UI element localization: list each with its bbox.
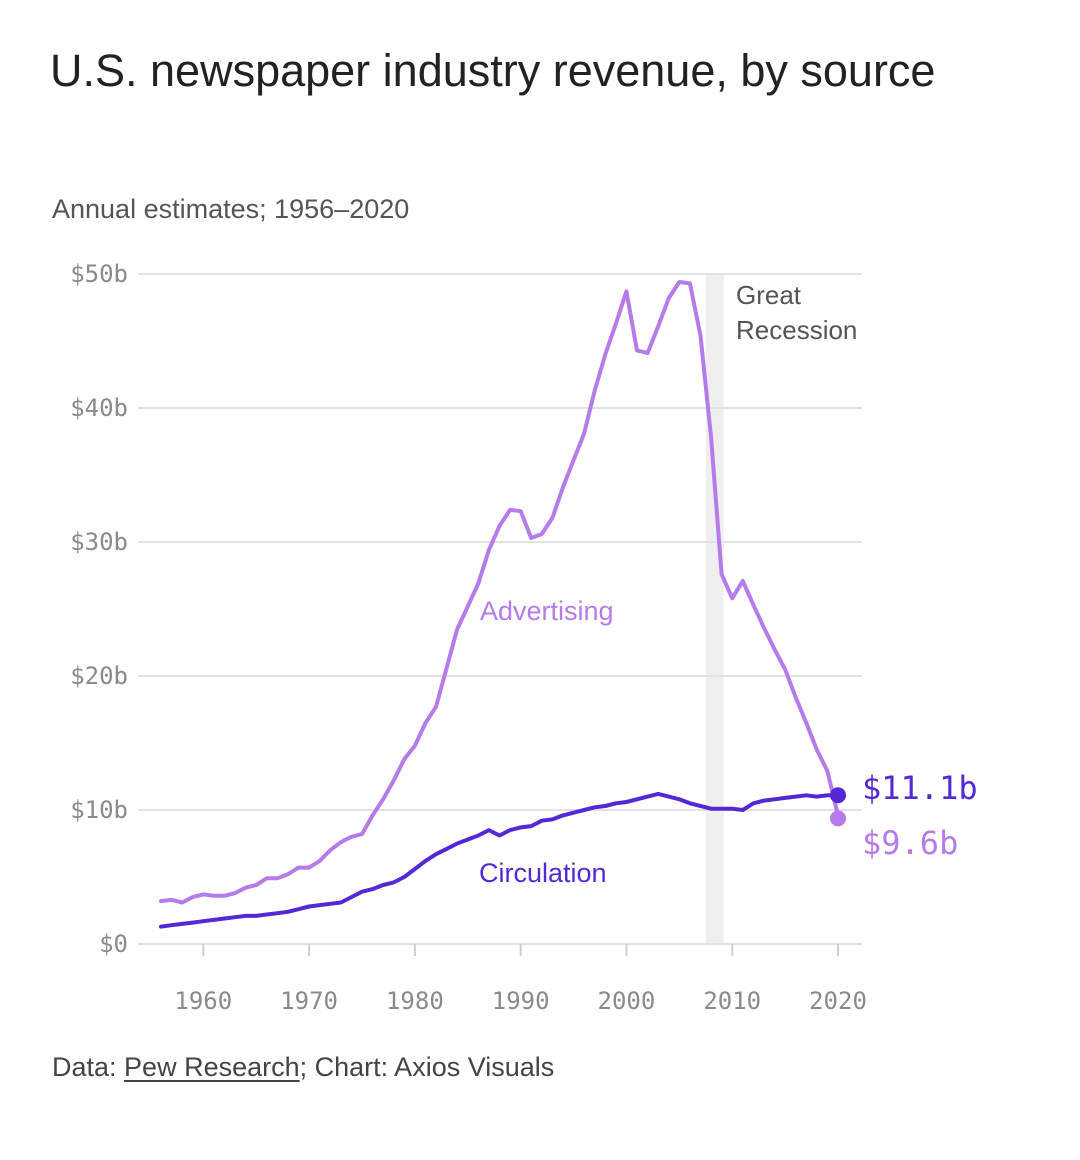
series-line-circulation bbox=[159, 791, 840, 929]
source-link[interactable]: Pew Research bbox=[124, 1052, 300, 1082]
x-tick-label: 2020 bbox=[809, 987, 867, 1015]
recession-band bbox=[705, 274, 724, 944]
y-tick-label: $40b bbox=[70, 394, 128, 422]
end-marker-circulation bbox=[830, 787, 846, 804]
recession-annotation-line: Great bbox=[736, 280, 802, 310]
x-tick-label: 2010 bbox=[703, 987, 761, 1015]
y-tick-label: $50b bbox=[70, 260, 128, 288]
end-markers: $11.1b $9.6b bbox=[830, 769, 978, 862]
chart-title: U.S. newspaper industry revenue, by sour… bbox=[50, 45, 936, 96]
x-tick-label: 2000 bbox=[598, 987, 656, 1015]
series-label-circulation: Circulation bbox=[479, 858, 607, 888]
end-label-advertising: $9.6b bbox=[862, 824, 958, 862]
y-tick-label: $0 bbox=[99, 930, 128, 958]
source-suffix: ; Chart: Axios Visuals bbox=[299, 1052, 555, 1082]
x-tick-label: 1960 bbox=[174, 987, 232, 1015]
x-tick-label: 1980 bbox=[386, 987, 444, 1015]
y-axis-ticks: $0 $10b $20b $30b $40b $50b bbox=[70, 260, 128, 958]
end-label-circulation: $11.1b bbox=[862, 769, 978, 807]
end-marker-advertising bbox=[830, 810, 846, 827]
recession-annotation-line: Recession bbox=[736, 315, 857, 345]
series-label-advertising: Advertising bbox=[480, 596, 614, 626]
y-tick-label: $10b bbox=[70, 796, 128, 824]
series-line-advertising bbox=[159, 280, 840, 905]
gridlines bbox=[138, 273, 862, 945]
annotations: Great Recession bbox=[736, 280, 857, 345]
y-tick-label: $20b bbox=[70, 662, 128, 690]
recession-band-layer bbox=[705, 274, 724, 944]
x-tick-label: 1990 bbox=[492, 987, 550, 1015]
x-axis-ticks: 1960 1970 1980 1990 2000 2010 2020 bbox=[174, 944, 867, 1015]
series-labels: Advertising Circulation bbox=[479, 596, 614, 888]
source-credit: Data: Pew Research; Chart: Axios Visuals bbox=[52, 1052, 554, 1083]
source-prefix: Data: bbox=[52, 1052, 125, 1082]
x-tick-label: 1970 bbox=[280, 987, 338, 1015]
series-lines bbox=[159, 280, 840, 929]
y-tick-label: $30b bbox=[70, 528, 128, 556]
chart-subtitle: Annual estimates; 1956–2020 bbox=[52, 194, 410, 224]
